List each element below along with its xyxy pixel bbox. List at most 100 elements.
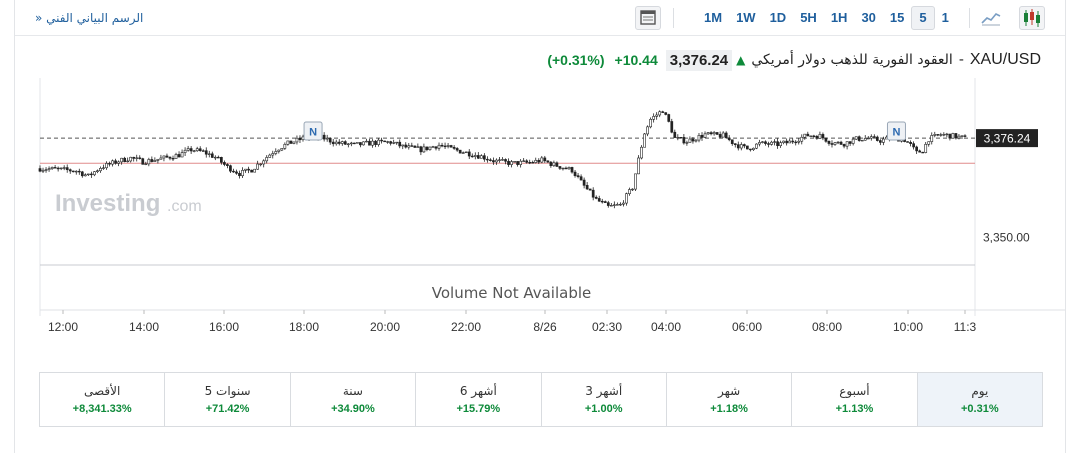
candle — [643, 133, 646, 148]
performance-cell[interactable]: الأقصى +8,341.33% — [40, 373, 166, 426]
candle — [963, 135, 967, 137]
candle — [954, 133, 958, 139]
candle — [652, 116, 656, 120]
layout-icon[interactable] — [635, 6, 661, 30]
candle — [59, 167, 63, 170]
performance-change: +1.13% — [835, 403, 874, 415]
candle — [434, 146, 438, 149]
candle — [401, 144, 405, 147]
price-chart[interactable]: Investing .com N N 3,376.24 3,350.00 Volume No… — [15, 78, 1065, 340]
timeframe-1[interactable]: 1 — [941, 10, 949, 25]
candle — [948, 133, 952, 139]
candle — [392, 142, 396, 144]
candle — [174, 154, 178, 159]
last-price-tag — [976, 129, 1038, 148]
performance-period: سنة — [342, 384, 363, 398]
candle — [591, 189, 595, 198]
news-marker-label[interactable]: N — [309, 127, 317, 139]
candle — [461, 152, 465, 154]
performance-cell[interactable]: أسبوع +1.13% — [792, 373, 918, 426]
candle — [470, 155, 474, 158]
candle — [882, 138, 885, 143]
candle — [513, 161, 516, 163]
candle — [815, 136, 819, 139]
candle — [927, 141, 931, 145]
candle — [292, 141, 296, 144]
candle — [594, 196, 598, 199]
performance-cell[interactable]: 6 أشهر +15.79% — [416, 373, 542, 426]
candle — [198, 148, 202, 151]
timeframe-15[interactable]: 15 — [889, 10, 905, 25]
news-marker[interactable] — [886, 121, 906, 141]
performance-cell[interactable]: شهر +1.18% — [667, 373, 793, 426]
candle — [216, 156, 220, 159]
candle — [479, 155, 483, 159]
candle — [836, 141, 840, 144]
candle — [516, 161, 519, 165]
candle — [476, 155, 480, 159]
candle — [555, 162, 559, 167]
timeframe-1d[interactable]: 1D — [769, 10, 787, 25]
candle — [268, 154, 272, 158]
timeframe-5[interactable]: 5 — [911, 6, 935, 30]
candle — [579, 176, 583, 181]
candle — [68, 169, 72, 172]
performance-period: 3 أشهر — [585, 384, 623, 398]
candle — [340, 141, 344, 144]
candle — [87, 173, 90, 176]
candle — [280, 148, 284, 151]
candle — [428, 146, 432, 151]
timeframe-5h[interactable]: 5H — [800, 10, 817, 25]
candle — [724, 132, 728, 139]
performance-period: الأقصى — [84, 384, 121, 398]
candle — [733, 143, 737, 145]
candle — [407, 145, 411, 148]
candle — [368, 140, 371, 146]
candle — [422, 146, 426, 153]
performance-cell[interactable]: يوم +0.31% — [917, 373, 1042, 426]
chart-widget: » الرسم البياني الفني 1M 1W 1D 5H 1H 30 15 5 1 — [14, 0, 1066, 453]
candle — [742, 144, 746, 147]
candle — [425, 146, 429, 151]
candle — [573, 171, 577, 176]
candle — [957, 135, 961, 139]
candle — [628, 189, 631, 194]
candle — [41, 169, 45, 172]
candle — [156, 158, 160, 161]
instrument-symbol: XAU/USD — [969, 51, 1041, 68]
candle — [809, 135, 813, 137]
candle — [939, 134, 943, 136]
candle — [47, 168, 51, 171]
candle — [830, 143, 834, 145]
news-marker[interactable] — [303, 121, 323, 141]
candle — [842, 144, 846, 147]
x-tick-label: 04:00 — [651, 320, 681, 334]
timeframe-1h[interactable]: 1H — [830, 10, 848, 25]
candle — [108, 163, 111, 165]
candlestick-icon[interactable] — [1019, 6, 1045, 30]
candle — [65, 167, 69, 170]
timeframe-1m[interactable]: 1M — [704, 10, 723, 25]
area-chart-icon[interactable] — [978, 6, 1004, 30]
candle — [845, 141, 849, 147]
candle — [71, 170, 75, 173]
candle — [235, 171, 238, 174]
technical-chart-link[interactable]: » الرسم البياني الفني — [35, 11, 143, 25]
up-arrow-icon: ▲ — [736, 53, 746, 67]
timeframe-30[interactable]: 30 — [861, 10, 876, 25]
news-marker-label[interactable]: N — [892, 127, 900, 139]
candle — [525, 160, 529, 163]
candle — [945, 133, 949, 136]
candle — [265, 157, 269, 162]
candle — [62, 167, 66, 169]
timeframe-1w[interactable]: 1W — [736, 10, 756, 25]
candle — [501, 159, 504, 161]
candle — [824, 137, 828, 142]
performance-cell[interactable]: 3 أشهر +1.00% — [542, 373, 667, 426]
performance-cell[interactable]: 5 سنوات +71.42% — [165, 373, 291, 426]
candle — [606, 202, 610, 206]
performance-cell[interactable]: سنة +34.90% — [291, 373, 417, 426]
candle — [664, 112, 668, 115]
candle — [346, 143, 350, 145]
candle — [543, 157, 547, 162]
